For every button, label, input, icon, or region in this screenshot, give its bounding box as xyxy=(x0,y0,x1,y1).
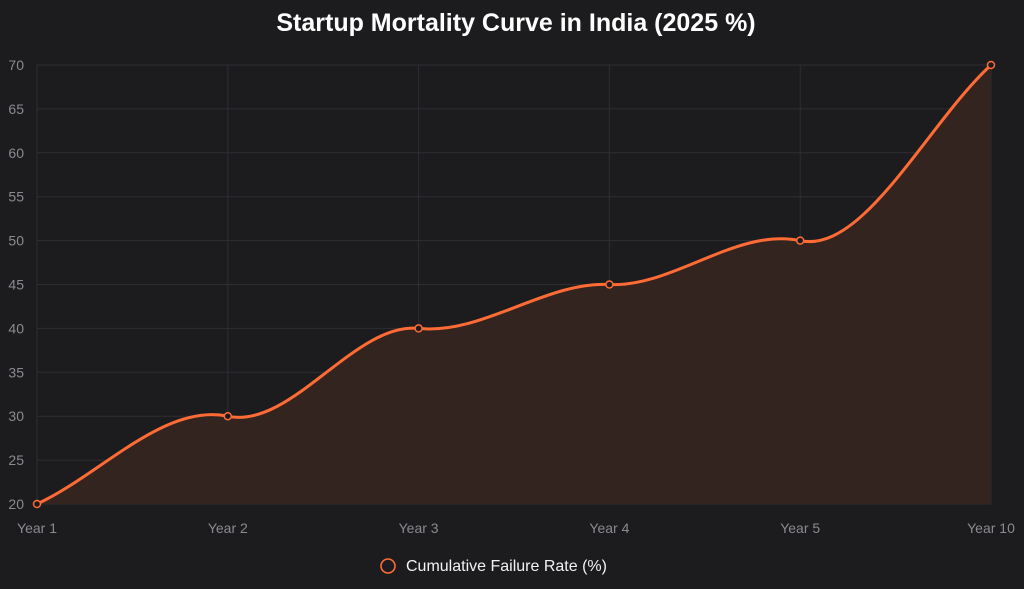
y-tick-label: 40 xyxy=(8,320,24,336)
data-point xyxy=(605,280,614,289)
series-area-fill xyxy=(37,65,991,504)
legend[interactable]: Cumulative Failure Rate (%) xyxy=(380,558,607,575)
y-tick-label: 20 xyxy=(8,496,24,512)
y-tick-label: 50 xyxy=(8,233,24,249)
data-point xyxy=(986,60,996,70)
x-tick-label: Year 3 xyxy=(399,520,439,536)
y-tick-label: 35 xyxy=(8,364,24,380)
y-tick-label: 70 xyxy=(8,57,24,73)
x-tick-label: Year 1 xyxy=(17,520,57,536)
x-axis-tick-labels: Year 1 Year 2 Year 3 Year 4 Year 5 Year 10 xyxy=(17,520,1015,536)
series-line xyxy=(35,63,993,506)
y-tick-label: 65 xyxy=(8,101,24,117)
x-tick-label: Year 5 xyxy=(780,520,820,536)
data-points xyxy=(32,60,996,509)
x-tick-label: Year 4 xyxy=(589,520,629,536)
y-axis-tick-labels: 20 25 30 35 40 45 50 55 60 65 70 xyxy=(8,57,24,512)
x-tick-label: Year 2 xyxy=(208,520,248,536)
y-tick-label: 45 xyxy=(8,277,24,293)
data-point xyxy=(414,324,423,333)
legend-marker xyxy=(380,558,396,574)
data-point xyxy=(795,236,805,245)
y-tick-label: 30 xyxy=(8,408,24,424)
y-tick-label: 60 xyxy=(8,145,24,161)
data-point xyxy=(32,499,42,509)
data-point xyxy=(223,411,233,421)
x-tick-label: Year 10 xyxy=(967,520,1015,536)
y-tick-label: 25 xyxy=(8,452,24,468)
chart-title: Startup Mortality Curve in India (2025 %… xyxy=(276,9,755,37)
y-tick-label: 55 xyxy=(8,189,24,205)
legend-label: Cumulative Failure Rate (%) xyxy=(406,558,607,575)
